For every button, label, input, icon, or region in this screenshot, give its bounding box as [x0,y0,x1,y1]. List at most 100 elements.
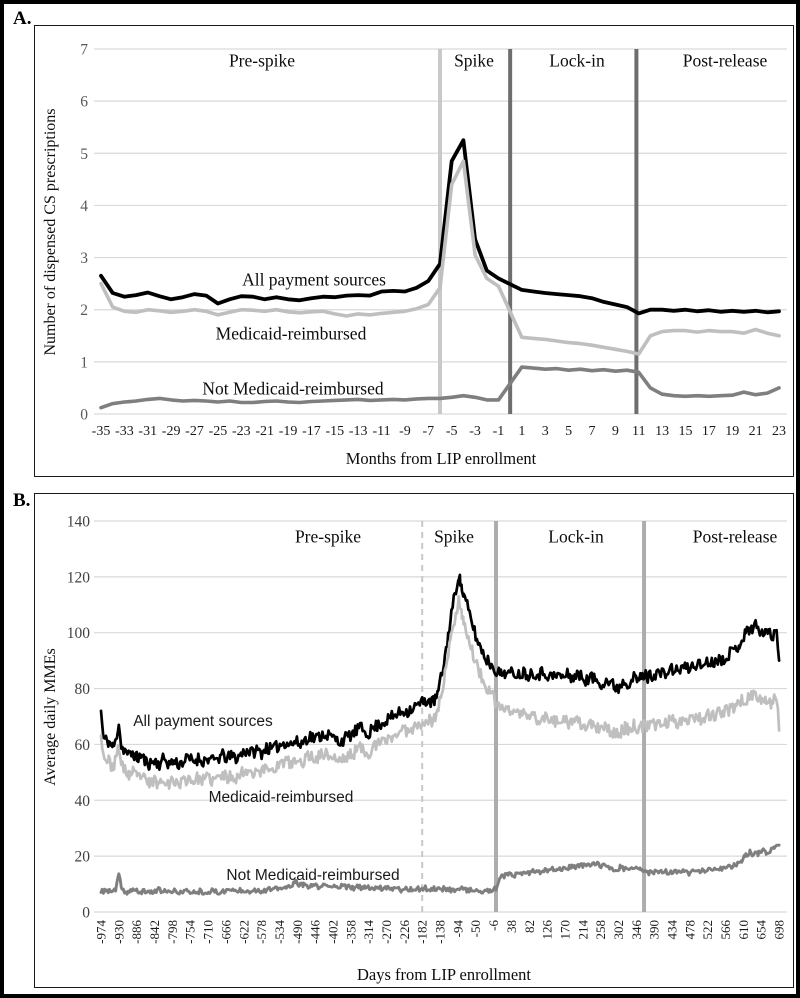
panel-a-x-tick-label: 15 [679,424,693,439]
panel-a-x-tick-label: -19 [279,424,298,439]
panel-b-x-tick-label: -358 [343,920,358,944]
panel-b-x-tick-label: 610 [736,920,751,940]
panel-b-x-tick-label: -798 [165,920,180,944]
panel-b-x-tick-label: 82 [522,920,537,933]
panel-a-y-tick-label: 5 [80,146,88,163]
panel-b-x-tick-label: 170 [557,920,572,940]
panel-a-x-tick-label: -33 [115,424,134,439]
panel-a-x-tick-label: -35 [92,424,111,439]
panel-b-x-tick-label: -930 [111,920,126,944]
panel-a-x-tick-label: -13 [349,424,368,439]
panel-a-x-tick-label: 13 [655,424,669,439]
panel-a-x-tick-label: 7 [588,424,595,439]
panel-b-y-tick-label: 120 [67,569,91,586]
panel-b-x-tick-label: 126 [540,920,555,940]
panel-b-series-label-medicaid-reimbursed: Medicaid-reimbursed [208,789,354,806]
panel-b-series-line-medicaid-reimbursed [99,594,781,790]
panel-a-x-tick-label: -17 [302,424,321,439]
panel-a-x-tick-label: 1 [518,424,525,439]
panel-a-phase-post-release: Post-release [682,50,768,71]
panel-b-y-tick-label: 0 [82,905,90,922]
panel-a-x-tick-label: 19 [725,424,739,439]
panel-a-series-label-not-medicaid-reimbursed: Not Medicaid-reimbursed [202,378,384,399]
panel-b-phase-post-release: Post-release [692,526,778,547]
panel-a-y-tick-label: 6 [80,94,88,111]
panel-b-x-tick-label: -270 [379,920,394,944]
panel-b-x-tick-label: 698 [772,920,787,940]
panel-a-x-tick-label: 23 [772,424,786,439]
panel-a-x-tick-label: -5 [446,424,458,439]
panel-a-x-tick-label: -7 [422,424,434,439]
panel-a-y-tick-label: 4 [80,198,88,215]
panel-a-x-axis-title: Months from LIP enrollment [345,449,537,468]
panel-b-x-tick-label: -886 [129,920,144,944]
panel-b-x-tick-label: 478 [682,920,697,940]
panel-b-x-tick-label: 38 [504,920,519,933]
panel-a-x-tick-label: -31 [138,424,157,439]
panel-b-x-tick-label: 566 [718,920,733,940]
panel-a-x-tick-label: -1 [493,424,505,439]
panel-b-x-tick-label: -974 [94,920,109,944]
panel-a-letter: A. [13,8,32,29]
panel-a-phase-lock-in: Lock-in [549,50,605,71]
panel-a-phase-pre-spike: Pre-spike [228,50,296,71]
panel-b-x-tick-label: -182 [415,920,430,944]
panel-a-series-line-medicaid-reimbursed [99,159,781,356]
panel-b-x-tick-label: -490 [290,920,305,944]
panel-b-y-tick-label: 140 [67,513,91,530]
panel-a-x-tick-label: -23 [232,424,251,439]
panel-a-x-tick-label: 11 [632,424,645,439]
panel-b-x-tick-label: -446 [308,920,323,944]
panel-b-x-tick-label: -226 [397,920,412,944]
panel-b-x-axis-title: Days from LIP enrollment [357,965,531,984]
panel-b-x-tick-label: 302 [611,920,626,940]
panel-a-series-line-all-payment-sources [99,138,781,316]
panel-a-x-tick-label: -11 [372,424,390,439]
panel-b-x-tick-label: -578 [254,920,269,944]
panel-b-x-tick-label: 214 [575,920,590,940]
panel-b-x-tick-label: 346 [629,920,644,940]
panel-b-x-tick-label: 258 [593,920,608,940]
panel-a-series-line-not-medicaid-reimbursed [99,365,781,410]
panel-b-x-tick-label: -534 [272,920,287,944]
panel-b-phase-spike: Spike [434,526,474,547]
panel-b-x-tick-label: -50 [468,920,483,937]
panel-a-x-tick-label: -29 [162,424,181,439]
panel-b-box [34,493,794,988]
panel-b-x-tick-label: -402 [325,920,340,944]
panel-a-phase-spike: Spike [454,50,494,71]
panel-a-x-tick-label: -21 [255,424,274,439]
panel-a-x-tick-label: -9 [399,424,411,439]
panel-b-y-tick-label: 80 [75,681,91,698]
panel-b-y-tick-label: 100 [67,625,91,642]
panel-b-x-tick-label: -842 [147,920,162,944]
panel-a-x-tick-label: -15 [325,424,344,439]
panel-a-x-tick-label: 5 [565,424,572,439]
panel-a-y-axis-title: Number of dispensed CS prescriptions [42,108,59,356]
panel-b-x-tick-label: -6 [486,920,501,931]
panel-a-x-tick-label: 17 [702,424,716,439]
panel-b-x-tick-label: -622 [236,920,251,944]
panel-a-y-tick-label: 0 [80,407,88,424]
panel-b-y-tick-label: 40 [75,793,91,810]
panel-b-x-tick-label: -138 [433,920,448,944]
panel-b-series-line-all-payment-sources [99,573,781,771]
panel-b-x-tick-label: -754 [183,920,198,944]
panel-b-phase-pre-spike: Pre-spike [294,526,362,547]
panel-b-series-label-all-payment-sources: All payment sources [133,713,273,730]
panel-a-series-label-all-payment-sources: All payment sources [242,269,386,290]
panel-b-x-tick-label: 522 [700,920,715,940]
panel-b-x-tick-label: 654 [754,920,769,940]
panel-b-x-tick-label: -314 [361,920,376,944]
panel-a-y-tick-label: 7 [80,41,88,58]
panel-b-x-tick-label: 390 [647,920,662,940]
panel-b-letter: B. [13,490,31,511]
panel-a-x-tick-label: 3 [542,424,549,439]
panel-a-x-tick-label: 9 [612,424,619,439]
panel-a-y-tick-label: 1 [80,354,88,371]
panel-b-y-tick-label: 60 [75,737,91,754]
panel-a-series-label-medicaid-reimbursed: Medicaid-reimbursed [215,323,367,344]
panel-a-x-tick-label: -27 [185,424,204,439]
